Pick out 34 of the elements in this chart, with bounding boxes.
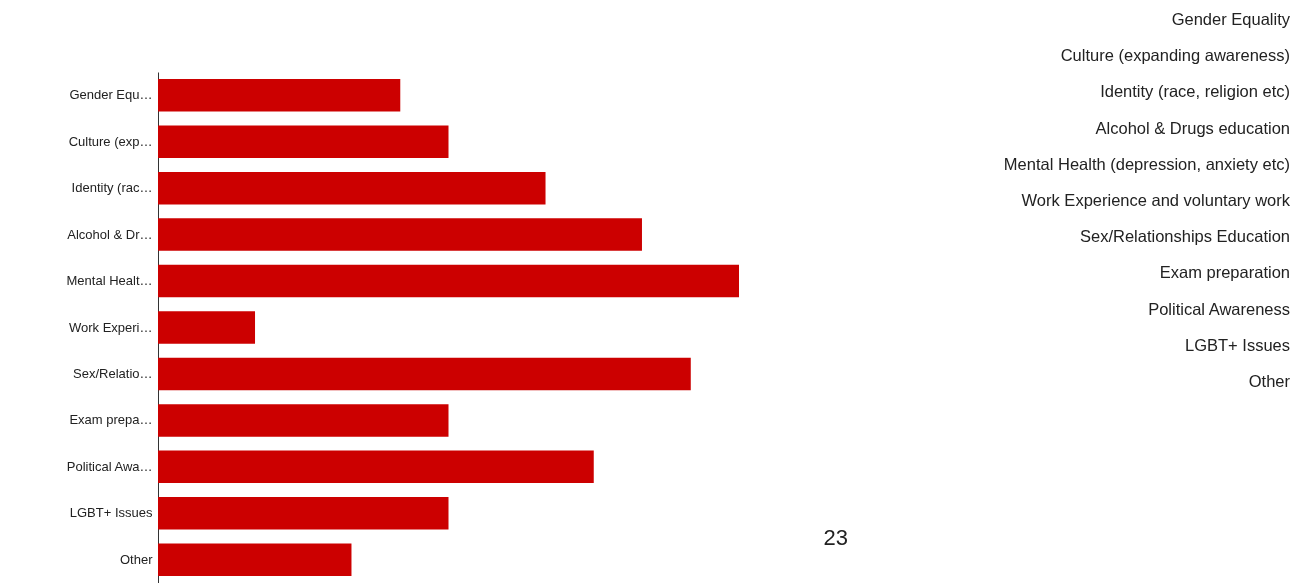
y-tick-label: Identity (rac… bbox=[71, 180, 153, 196]
text: Sex/Relationships Education bbox=[1079, 227, 1290, 246]
bar bbox=[158, 311, 256, 344]
text: Gender Equality bbox=[1171, 10, 1291, 28]
y-tick-label: Political Awa… bbox=[66, 458, 153, 474]
bar bbox=[158, 357, 691, 391]
bar bbox=[158, 543, 352, 577]
y-tick-label: Mental Healt… bbox=[66, 273, 153, 289]
y-tick-label: Other bbox=[119, 551, 154, 567]
text: Political Awareness bbox=[1148, 299, 1290, 318]
y-tick-label: LGBT+ Issues bbox=[69, 505, 153, 521]
bar bbox=[158, 404, 449, 437]
y-tick-label: Culture (exp… bbox=[68, 133, 153, 149]
text: Work Experience and voluntary work bbox=[1021, 191, 1291, 209]
text: 23 bbox=[823, 525, 848, 550]
text: Identity (race, religion etc) bbox=[1100, 82, 1290, 101]
bar bbox=[158, 264, 739, 298]
bar bbox=[158, 450, 594, 484]
bar bbox=[158, 218, 642, 251]
bar bbox=[158, 78, 401, 112]
text: Exam preparation bbox=[1159, 263, 1290, 282]
text: Mental Health (depression, anxiety etc) bbox=[1003, 154, 1290, 173]
y-tick-label: Work Experi… bbox=[68, 319, 153, 335]
bar bbox=[158, 171, 546, 205]
text: Culture (expanding awareness) bbox=[1060, 46, 1290, 65]
y-tick-label: Alcohol & Dr… bbox=[67, 226, 153, 242]
bar bbox=[158, 497, 449, 530]
y-tick-label: Sex/Relatio… bbox=[73, 365, 153, 381]
bar bbox=[158, 125, 449, 158]
text: LGBT+ Issues bbox=[1184, 335, 1290, 354]
y-tick-label: Gender Equ… bbox=[69, 87, 153, 103]
y-tick-label: Exam prepa… bbox=[69, 412, 153, 428]
text: Other bbox=[1248, 372, 1291, 390]
text: Alcohol & Drugs education bbox=[1095, 118, 1290, 137]
